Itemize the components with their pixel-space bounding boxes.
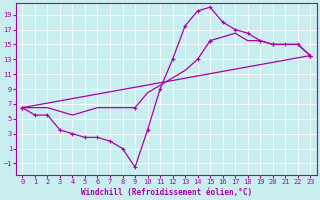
X-axis label: Windchill (Refroidissement éolien,°C): Windchill (Refroidissement éolien,°C): [81, 188, 252, 197]
